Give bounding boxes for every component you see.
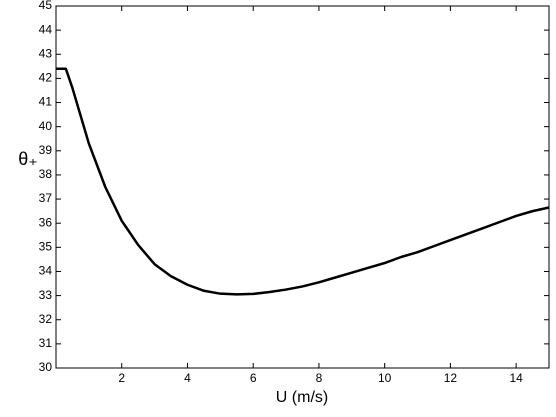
x-tick-label: 6: [250, 371, 257, 385]
y-axis-label: θ₊: [18, 149, 38, 169]
y-tick-label: 41: [39, 95, 53, 109]
x-tick-label: 12: [444, 371, 458, 385]
x-tick-label: 2: [118, 371, 125, 385]
y-tick-label: 37: [39, 191, 53, 205]
y-tick-label: 44: [39, 22, 53, 36]
y-tick-label: 45: [39, 0, 53, 12]
y-tick-label: 31: [39, 336, 53, 350]
y-tick-label: 32: [39, 312, 53, 326]
x-axis-label: U (m/s): [276, 389, 328, 406]
y-tick-label: 38: [39, 167, 53, 181]
x-tick-label: 14: [509, 371, 523, 385]
y-tick-label: 35: [39, 240, 53, 254]
x-tick-label: 8: [316, 371, 323, 385]
data-line: [56, 67, 550, 296]
y-tick-label: 42: [39, 71, 53, 85]
y-tick-label: 36: [39, 215, 53, 229]
y-tick-label: 34: [39, 264, 53, 278]
y-tick-label: 30: [39, 360, 53, 374]
x-tick-label: 4: [184, 371, 191, 385]
x-tick-label: 10: [378, 371, 392, 385]
y-tick-label: 33: [39, 288, 53, 302]
y-tick-label: 40: [39, 119, 53, 133]
plot-frame: [55, 5, 550, 369]
y-tick-label: 39: [39, 143, 53, 157]
y-tick-label: 43: [39, 46, 53, 60]
